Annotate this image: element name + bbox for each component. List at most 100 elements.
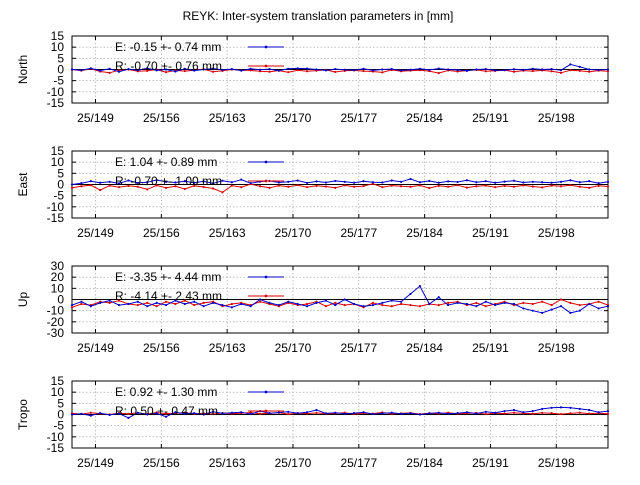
- data-point-r: [541, 186, 544, 189]
- data-point-e: [258, 298, 262, 301]
- legend-marker-r: [264, 64, 268, 68]
- data-point-e: [512, 302, 516, 306]
- y-tick-label: -5: [53, 189, 64, 203]
- data-point-e: [305, 67, 309, 70]
- data-point-e: [418, 285, 422, 288]
- data-point-e: [287, 67, 290, 70]
- data-point-e: [569, 63, 572, 66]
- data-point-e: [456, 301, 459, 304]
- data-point-e: [89, 305, 92, 308]
- data-point-e: [249, 182, 252, 185]
- data-point-e: [117, 70, 121, 73]
- data-point-e: [597, 411, 600, 414]
- data-point-e: [541, 181, 544, 184]
- data-point-r: [381, 303, 384, 307]
- data-point-r: [136, 185, 139, 188]
- x-tick-label: 25/170: [275, 456, 312, 470]
- x-tick-label: 25/198: [538, 456, 575, 470]
- data-point-e: [324, 181, 327, 184]
- data-point-r: [117, 186, 121, 189]
- data-point-r: [362, 184, 365, 188]
- data-point-e: [268, 67, 271, 71]
- data-point-e: [193, 412, 196, 415]
- data-point-e: [324, 299, 327, 302]
- data-point-r: [484, 70, 487, 73]
- data-point-e: [183, 412, 186, 415]
- data-point-e: [146, 67, 149, 70]
- data-point-e: [211, 410, 215, 413]
- data-point-r: [258, 300, 262, 303]
- data-point-e: [597, 182, 600, 185]
- data-point-r: [108, 71, 111, 74]
- data-point-e: [155, 412, 158, 415]
- data-point-r: [127, 412, 130, 415]
- legend-marker-r: [264, 294, 268, 298]
- data-point-e: [334, 67, 337, 71]
- data-point-r: [447, 301, 450, 304]
- data-point-r: [437, 184, 440, 187]
- data-point-e: [409, 68, 412, 71]
- data-point-e: [531, 180, 534, 183]
- data-point-r: [258, 70, 262, 73]
- data-point-e: [99, 301, 102, 304]
- x-tick-label: 25/163: [209, 456, 246, 470]
- data-point-e: [503, 69, 506, 72]
- x-tick-label: 25/184: [406, 111, 443, 125]
- data-point-e: [287, 300, 290, 303]
- data-point-r: [287, 185, 290, 188]
- series-line-r: [71, 183, 609, 193]
- data-point-r: [164, 186, 168, 189]
- series-line-e: [71, 285, 609, 314]
- legend-label-e: E: 0.92 +- 1.30 mm: [115, 385, 217, 399]
- y-tick-label: 20: [51, 270, 65, 284]
- x-tick-label: 25/184: [406, 226, 443, 240]
- data-point-e: [381, 412, 384, 415]
- data-point-r: [409, 185, 412, 188]
- data-point-e: [569, 406, 572, 409]
- y-tick-label: 15: [51, 144, 65, 158]
- x-tick-label: 25/149: [77, 226, 114, 240]
- data-point-e: [550, 406, 553, 409]
- data-point-r: [569, 184, 572, 187]
- data-point-e: [371, 412, 375, 416]
- data-point-r: [541, 300, 544, 303]
- data-point-e: [578, 65, 581, 68]
- legend-label-e: E: 1.04 +- 0.89 mm: [115, 155, 217, 169]
- data-point-e: [99, 69, 102, 72]
- data-point-e: [315, 68, 318, 71]
- data-point-e: [324, 69, 327, 72]
- y-tick-label: 30: [51, 259, 65, 273]
- data-point-r: [494, 186, 497, 189]
- data-point-e: [108, 180, 111, 183]
- data-point-r: [578, 411, 581, 414]
- data-point-e: [136, 300, 139, 303]
- data-point-e: [296, 412, 299, 415]
- data-point-e: [164, 180, 168, 183]
- data-point-e: [606, 410, 610, 413]
- data-point-e: [315, 180, 318, 183]
- data-point-r: [522, 301, 525, 304]
- chart-title: REYK: Inter-system translation parameter…: [183, 9, 454, 23]
- data-point-r: [99, 188, 102, 192]
- y-tick-label: -15: [47, 441, 65, 455]
- data-point-e: [465, 302, 469, 306]
- data-point-r: [221, 191, 224, 194]
- data-point-r: [475, 301, 478, 304]
- data-point-r: [287, 71, 290, 74]
- data-point-r: [447, 185, 450, 188]
- y-tick-label: -15: [47, 211, 65, 225]
- data-point-r: [588, 186, 591, 189]
- y-tick-label: -15: [47, 96, 65, 110]
- data-point-e: [80, 412, 83, 415]
- data-point-e: [465, 179, 469, 182]
- data-point-e: [428, 302, 431, 306]
- data-point-e: [240, 69, 243, 72]
- data-point-e: [353, 69, 356, 72]
- y-tick-label: 10: [51, 155, 65, 169]
- data-point-e: [390, 67, 393, 71]
- data-point-e: [559, 305, 563, 308]
- data-point-r: [315, 411, 318, 415]
- data-point-e: [522, 307, 525, 310]
